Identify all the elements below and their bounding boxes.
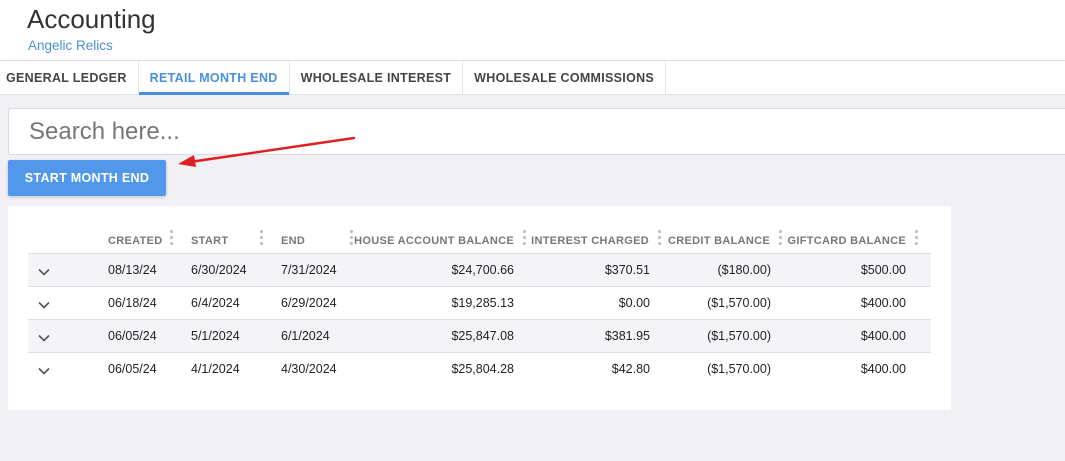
chevron-down-icon[interactable] — [38, 367, 50, 375]
cell-end: 4/30/2024 — [281, 362, 337, 376]
tab-general-ledger[interactable]: GENERAL LEDGER — [0, 61, 139, 94]
cell-house-account-balance: $19,285.13 — [451, 296, 514, 310]
column-header-giftcard-balance[interactable]: GIFTCARD BALANCE — [787, 235, 906, 247]
column-header-created[interactable]: CREATED — [108, 235, 163, 247]
table-row[interactable]: 06/18/24 6/4/2024 6/29/2024 $19,285.13 $… — [28, 286, 931, 319]
column-resize-handle[interactable] — [523, 230, 526, 246]
column-resize-handle[interactable] — [260, 230, 263, 246]
column-header-house-account-balance[interactable]: HOUSE ACCOUNT BALANCE — [354, 235, 514, 247]
annotation-arrow — [178, 136, 356, 167]
cell-house-account-balance: $25,804.28 — [451, 362, 514, 376]
table-row[interactable]: 06/05/24 5/1/2024 6/1/2024 $25,847.08 $3… — [28, 319, 931, 352]
cell-created: 06/05/24 — [108, 329, 157, 343]
cell-interest-charged: $42.80 — [611, 362, 650, 376]
chevron-down-icon[interactable] — [38, 334, 50, 342]
cell-credit-balance: ($1,570.00) — [707, 296, 771, 310]
cell-house-account-balance: $25,847.08 — [451, 329, 514, 343]
column-resize-handle[interactable] — [779, 230, 782, 246]
tab-retail-month-end[interactable]: RETAIL MONTH END — [138, 61, 290, 95]
column-resize-handle[interactable] — [350, 230, 353, 246]
column-header-end[interactable]: END — [281, 235, 306, 247]
column-header-start[interactable]: START — [191, 235, 229, 247]
cell-credit-balance: ($180.00) — [717, 263, 771, 277]
cell-credit-balance: ($1,570.00) — [707, 329, 771, 343]
search-input[interactable] — [8, 108, 1065, 155]
store-name[interactable]: Angelic Relics — [28, 38, 113, 53]
start-month-end-button[interactable]: START MONTH END — [8, 160, 166, 196]
cell-giftcard-balance: $400.00 — [860, 329, 906, 343]
cell-created: 08/13/24 — [108, 263, 157, 277]
table-row[interactable]: 06/05/24 4/1/2024 4/30/2024 $25,804.28 $… — [28, 352, 931, 385]
cell-start: 6/30/2024 — [191, 263, 247, 277]
cell-created: 06/05/24 — [108, 362, 157, 376]
column-resize-handle[interactable] — [915, 230, 918, 246]
cell-start: 5/1/2024 — [191, 329, 240, 343]
cell-end: 6/29/2024 — [281, 296, 337, 310]
cell-created: 06/18/24 — [108, 296, 157, 310]
column-header-credit-balance[interactable]: CREDIT BALANCE — [668, 235, 770, 247]
tab-wholesale-commissions[interactable]: WHOLESALE COMMISSIONS — [463, 61, 667, 94]
cell-interest-charged: $0.00 — [618, 296, 650, 310]
cell-interest-charged: $370.51 — [604, 263, 650, 277]
month-end-table-card — [8, 206, 951, 410]
tab-bar: GENERAL LEDGER RETAIL MONTH END WHOLESAL… — [0, 61, 1065, 95]
cell-start: 4/1/2024 — [191, 362, 240, 376]
tab-wholesale-interest[interactable]: WHOLESALE INTEREST — [290, 61, 464, 94]
column-resize-handle[interactable] — [170, 230, 173, 246]
cell-end: 7/31/2024 — [281, 263, 337, 277]
column-header-interest-charged[interactable]: INTEREST CHARGED — [531, 235, 649, 247]
page-title: Accounting — [27, 4, 156, 34]
cell-end: 6/1/2024 — [281, 329, 330, 343]
cell-giftcard-balance: $400.00 — [860, 296, 906, 310]
app-header: Accounting Angelic Relics — [0, 0, 1065, 60]
cell-credit-balance: ($1,570.00) — [707, 362, 771, 376]
cell-giftcard-balance: $500.00 — [860, 263, 906, 277]
chevron-down-icon[interactable] — [38, 268, 50, 276]
cell-giftcard-balance: $400.00 — [860, 362, 906, 376]
chevron-down-icon[interactable] — [38, 301, 50, 309]
column-resize-handle[interactable] — [658, 230, 661, 246]
table-row[interactable]: 08/13/24 6/30/2024 7/31/2024 $24,700.66 … — [28, 253, 931, 286]
cell-house-account-balance: $24,700.66 — [451, 263, 514, 277]
cell-interest-charged: $381.95 — [604, 329, 650, 343]
cell-start: 6/4/2024 — [191, 296, 240, 310]
